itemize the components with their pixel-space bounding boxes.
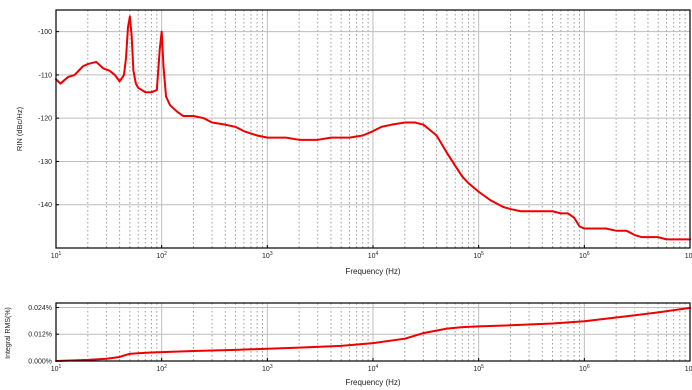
rms-x-axis-label: Frequency (Hz): [345, 378, 400, 387]
rms-y-tick-label: 0.012%: [28, 332, 52, 339]
rin-x-tick-label: 101: [51, 251, 62, 260]
rin-y-tick-label: -140: [38, 202, 52, 209]
rms-chart: 1011021031041051061070.000%0.012%0.024% …: [5, 302, 692, 387]
rms-x-tick-label: 101: [51, 364, 62, 373]
rin-x-tick-label: 107: [685, 251, 692, 260]
rms-y-tick-label: 0.000%: [28, 359, 52, 366]
rms-x-tick-label: 104: [368, 364, 379, 373]
rms-y-tick-label: 0.024%: [28, 305, 52, 312]
rms-axis-ticks: 101 102 103 104 105 106 107 0.000% 0.012% 0.024%: [28, 305, 692, 373]
rin-y-tick-label: -130: [38, 159, 52, 166]
rms-x-tick-label: 103: [262, 364, 273, 373]
rin-x-axis-label: Frequency (Hz): [345, 267, 400, 276]
rms-x-tick-label: 106: [579, 364, 590, 373]
rin-grid: [55, 10, 691, 248]
rin-x-tick-label: 105: [473, 251, 484, 260]
rms-x-tick-label: 107: [685, 364, 692, 373]
rin-y-tick-label: -100: [38, 29, 52, 36]
rms-series-line: [55, 306, 691, 362]
rin-series-line: [55, 15, 691, 241]
rin-y-tick-label: -110: [39, 72, 53, 79]
rin-y-tick-label: -120: [38, 116, 52, 123]
rin-axis-ticks: 101 102 103 104 105 106 107 -140 -130 -120 -110 -10…: [38, 29, 692, 260]
rms-y-axis-label: Integral RMS(%): [5, 307, 12, 359]
rin-y-axis-label: RIN (dBc/Hz): [15, 106, 24, 151]
rin-x-tick-label: 102: [156, 251, 167, 260]
rin-chart: 101 102 103 104 105 106 107 -140 -130 -120 -110 -10…: [15, 9, 692, 276]
rms-x-tick-label: 102: [156, 364, 167, 373]
rms-x-tick-label: 105: [473, 364, 484, 373]
rin-x-tick-label: 103: [262, 251, 273, 260]
rin-x-tick-label: 106: [579, 251, 590, 260]
rin-x-tick-label: 104: [368, 251, 379, 260]
